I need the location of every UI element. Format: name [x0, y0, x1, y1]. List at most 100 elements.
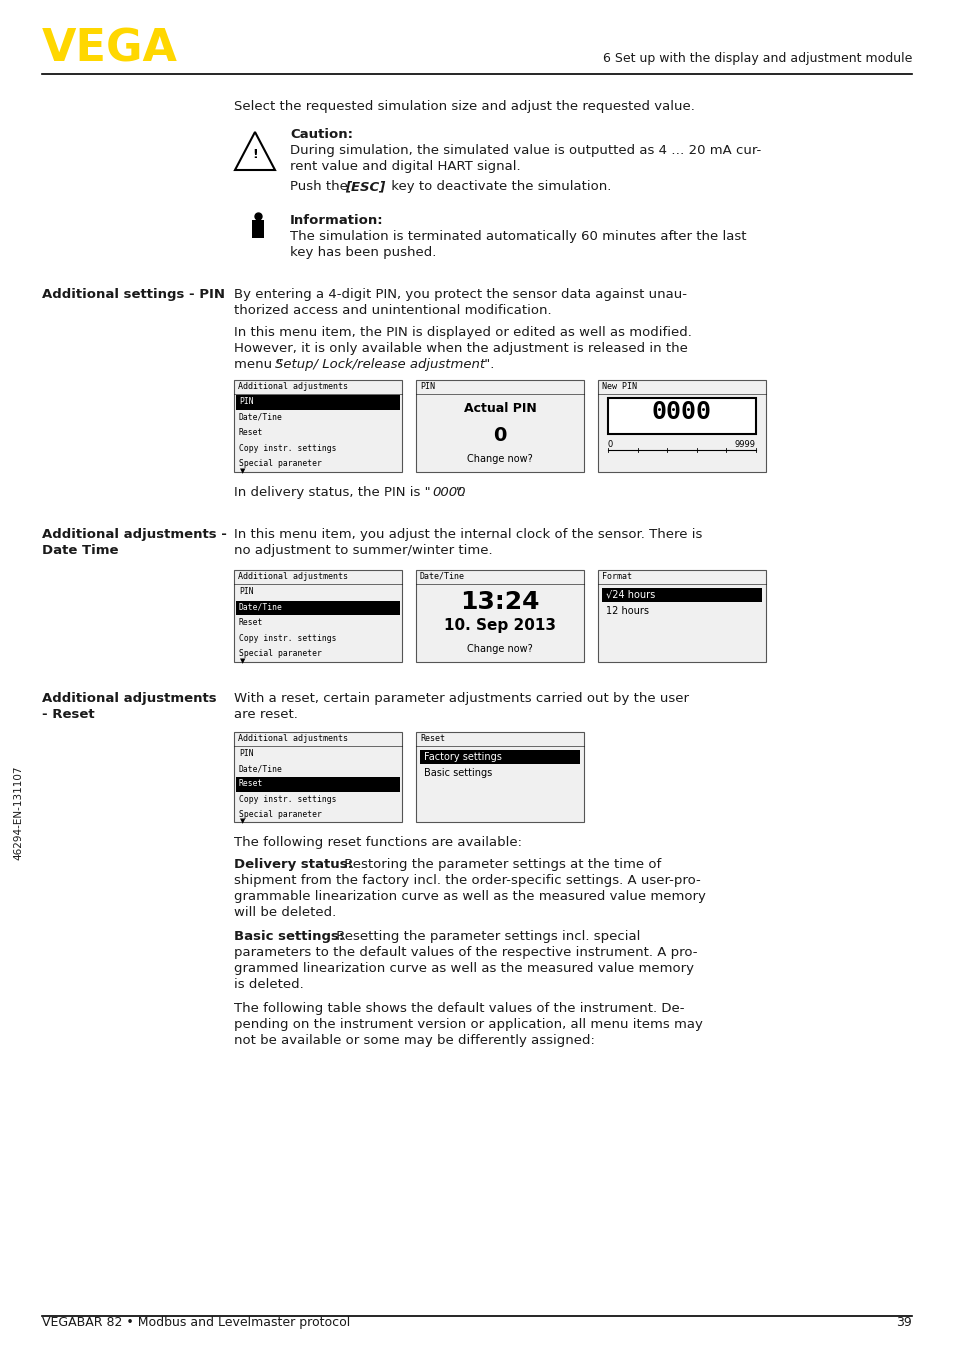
- FancyBboxPatch shape: [235, 395, 399, 410]
- Text: The following reset functions are available:: The following reset functions are availa…: [233, 835, 521, 849]
- Text: Additional settings - PIN: Additional settings - PIN: [42, 288, 225, 301]
- FancyBboxPatch shape: [416, 570, 583, 662]
- Text: Additional adjustments -: Additional adjustments -: [42, 528, 227, 542]
- Text: parameters to the default values of the respective instrument. A pro-: parameters to the default values of the …: [233, 946, 697, 959]
- Text: Additional adjustments: Additional adjustments: [237, 734, 348, 743]
- Text: shipment from the factory incl. the order-specific settings. A user-pro-: shipment from the factory incl. the orde…: [233, 873, 700, 887]
- FancyBboxPatch shape: [598, 570, 765, 662]
- Text: 0: 0: [607, 440, 613, 450]
- Text: 0000: 0000: [651, 399, 711, 424]
- Text: Reset: Reset: [419, 734, 444, 743]
- Text: Actual PIN: Actual PIN: [463, 402, 536, 414]
- Text: Select the requested simulation size and adjust the requested value.: Select the requested simulation size and…: [233, 100, 694, 112]
- FancyBboxPatch shape: [419, 750, 579, 764]
- FancyBboxPatch shape: [416, 733, 583, 822]
- Text: During simulation, the simulated value is outputted as 4 … 20 mA cur-: During simulation, the simulated value i…: [290, 144, 760, 157]
- Text: PIN: PIN: [239, 588, 253, 596]
- Text: pending on the instrument version or application, all menu items may: pending on the instrument version or app…: [233, 1018, 702, 1030]
- FancyBboxPatch shape: [416, 380, 583, 473]
- Text: Additional adjustments: Additional adjustments: [42, 692, 216, 705]
- Text: The simulation is terminated automatically 60 minutes after the last: The simulation is terminated automatical…: [290, 230, 745, 242]
- Text: Date/Tine: Date/Tine: [419, 571, 464, 581]
- Text: Date/Tine: Date/Tine: [239, 413, 283, 421]
- Text: 12 hours: 12 hours: [605, 607, 648, 616]
- Text: rent value and digital HART signal.: rent value and digital HART signal.: [290, 160, 520, 173]
- Text: PIN: PIN: [239, 397, 253, 406]
- FancyBboxPatch shape: [601, 588, 761, 603]
- Text: 0000: 0000: [432, 486, 465, 500]
- Text: Change now?: Change now?: [467, 645, 533, 654]
- Text: ▼: ▼: [240, 468, 245, 474]
- Text: Setup/ Lock/release adjustment: Setup/ Lock/release adjustment: [274, 357, 485, 371]
- Text: Special paraneter: Special paraneter: [239, 459, 321, 468]
- Text: key to deactivate the simulation.: key to deactivate the simulation.: [387, 180, 611, 194]
- Text: Additional adjustments: Additional adjustments: [237, 571, 348, 581]
- Text: Format: Format: [601, 571, 631, 581]
- Text: Information:: Information:: [290, 214, 383, 227]
- FancyBboxPatch shape: [233, 380, 401, 473]
- FancyBboxPatch shape: [233, 733, 401, 822]
- Text: is deleted.: is deleted.: [233, 978, 303, 991]
- Text: Copy instr. settings: Copy instr. settings: [239, 634, 336, 643]
- Text: √24 hours: √24 hours: [605, 590, 655, 600]
- Text: 46294-EN-131107: 46294-EN-131107: [13, 765, 23, 860]
- Text: Basic settings:: Basic settings:: [233, 930, 344, 942]
- Text: By entering a 4-digit PIN, you protect the sensor data against unau-: By entering a 4-digit PIN, you protect t…: [233, 288, 686, 301]
- Text: 13:24: 13:24: [459, 590, 539, 613]
- Text: Factory settings: Factory settings: [423, 751, 501, 762]
- FancyBboxPatch shape: [235, 777, 399, 792]
- FancyBboxPatch shape: [233, 570, 401, 662]
- Text: Reset: Reset: [239, 428, 263, 437]
- Text: key has been pushed.: key has been pushed.: [290, 246, 436, 259]
- FancyBboxPatch shape: [598, 380, 765, 473]
- Text: Reset: Reset: [239, 780, 263, 788]
- Text: Caution:: Caution:: [290, 129, 353, 141]
- Text: Delivery status:: Delivery status:: [233, 858, 353, 871]
- Text: Reset: Reset: [239, 619, 263, 627]
- Text: Date Time: Date Time: [42, 544, 118, 556]
- Text: Push the: Push the: [290, 180, 352, 194]
- Text: Date/Tine: Date/Tine: [239, 764, 283, 773]
- Text: !: !: [252, 149, 257, 161]
- Text: VEGA: VEGA: [42, 28, 178, 70]
- Text: 10. Sep 2013: 10. Sep 2013: [443, 617, 556, 634]
- FancyBboxPatch shape: [607, 398, 755, 435]
- Text: However, it is only available when the adjustment is released in the: However, it is only available when the a…: [233, 343, 687, 355]
- Text: Additional adjustments: Additional adjustments: [237, 382, 348, 391]
- Text: VEGABAR 82 • Modbus and Levelmaster protocol: VEGABAR 82 • Modbus and Levelmaster prot…: [42, 1316, 350, 1330]
- Text: [ESC]: [ESC]: [345, 180, 385, 194]
- Text: ▼: ▼: [240, 818, 245, 825]
- Text: PIN: PIN: [239, 749, 253, 758]
- Text: Special paraneter: Special paraneter: [239, 810, 321, 819]
- Text: PIN: PIN: [419, 382, 435, 391]
- Text: grammable linearization curve as well as the measured value memory: grammable linearization curve as well as…: [233, 890, 705, 903]
- Text: grammed linearization curve as well as the measured value memory: grammed linearization curve as well as t…: [233, 961, 693, 975]
- Text: Change now?: Change now?: [467, 454, 533, 464]
- Text: not be available or some may be differently assigned:: not be available or some may be differen…: [233, 1034, 595, 1047]
- Text: menu ": menu ": [233, 357, 282, 371]
- Text: Date/Tine: Date/Tine: [239, 603, 283, 612]
- Text: are reset.: are reset.: [233, 708, 297, 720]
- Text: 9999: 9999: [734, 440, 755, 450]
- Text: New PIN: New PIN: [601, 382, 637, 391]
- Text: Basic settings: Basic settings: [423, 768, 492, 779]
- Text: ".: ".: [479, 357, 494, 371]
- Text: 0: 0: [493, 427, 506, 445]
- Text: no adjustment to summer/winter time.: no adjustment to summer/winter time.: [233, 544, 492, 556]
- Text: In this menu item, you adjust the internal clock of the sensor. There is: In this menu item, you adjust the intern…: [233, 528, 701, 542]
- Text: Special paraneter: Special paraneter: [239, 650, 321, 658]
- Text: ▼: ▼: [240, 658, 245, 663]
- FancyBboxPatch shape: [252, 219, 264, 238]
- Text: In delivery status, the PIN is ": In delivery status, the PIN is ": [233, 486, 430, 500]
- Text: thorized access and unintentional modification.: thorized access and unintentional modifi…: [233, 305, 551, 317]
- Text: Copy instr. settings: Copy instr. settings: [239, 795, 336, 804]
- Text: Restoring the parameter settings at the time of: Restoring the parameter settings at the …: [339, 858, 660, 871]
- FancyBboxPatch shape: [235, 601, 399, 615]
- Text: Copy instr. settings: Copy instr. settings: [239, 444, 336, 452]
- Text: 6 Set up with the display and adjustment module: 6 Set up with the display and adjustment…: [602, 51, 911, 65]
- Text: ".: ".: [456, 486, 466, 500]
- Text: In this menu item, the PIN is displayed or edited as well as modified.: In this menu item, the PIN is displayed …: [233, 326, 691, 338]
- Text: - Reset: - Reset: [42, 708, 94, 720]
- Text: The following table shows the default values of the instrument. De-: The following table shows the default va…: [233, 1002, 684, 1016]
- Text: will be deleted.: will be deleted.: [233, 906, 335, 919]
